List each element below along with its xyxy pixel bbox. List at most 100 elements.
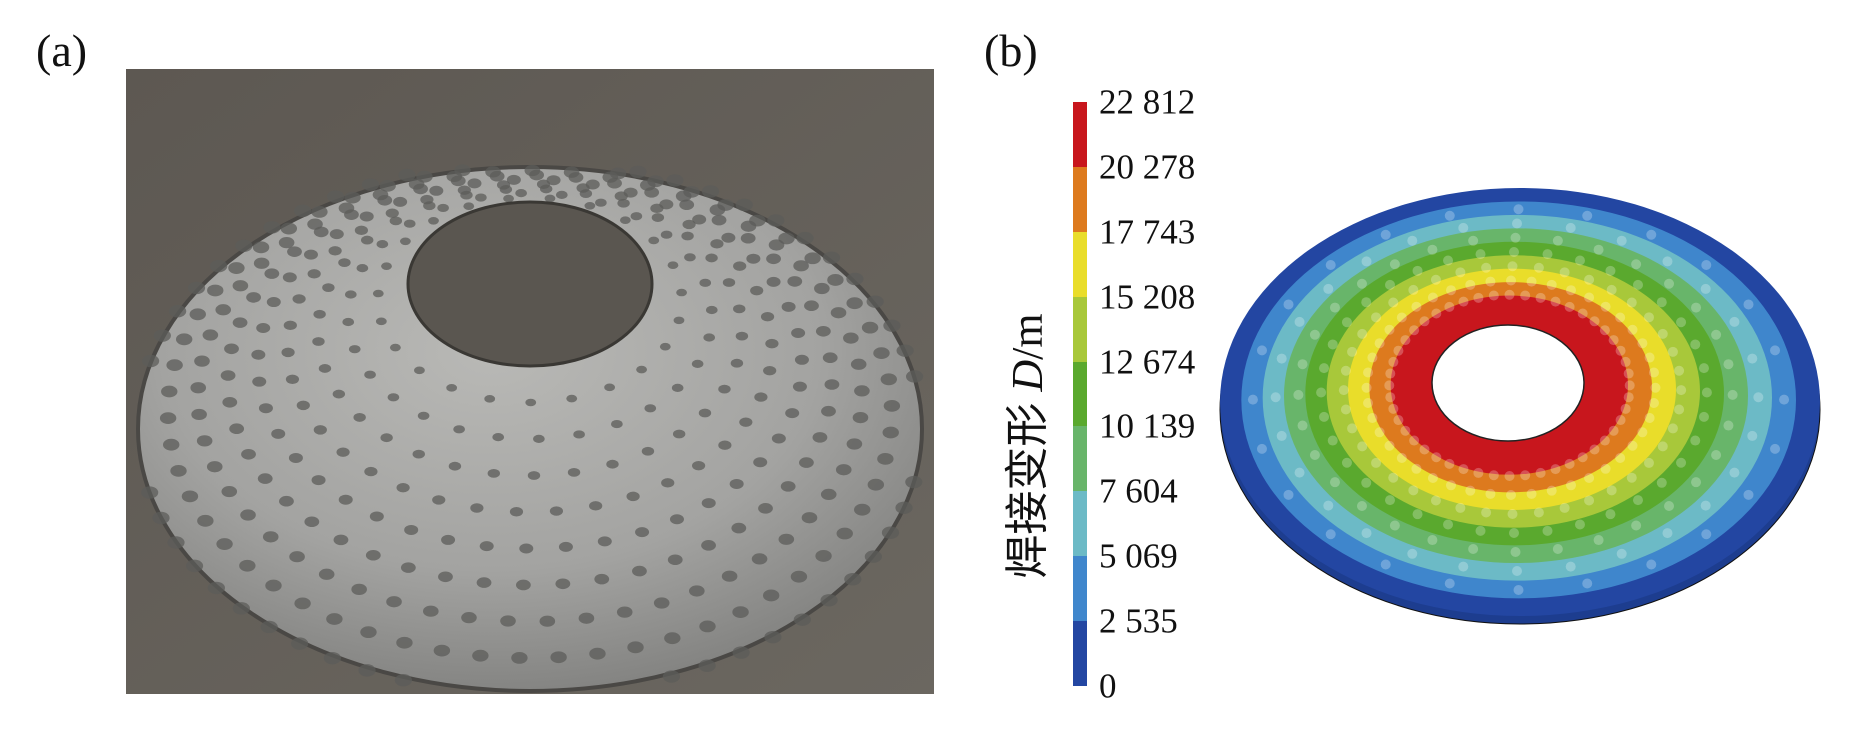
colorbar-band bbox=[1073, 426, 1087, 492]
dimple bbox=[882, 426, 899, 439]
dimple bbox=[262, 531, 279, 543]
colorbar-title-unit: /m bbox=[1003, 313, 1052, 360]
contour-bump bbox=[1443, 255, 1454, 266]
dimple bbox=[333, 534, 349, 546]
dimple bbox=[354, 225, 368, 236]
dimple bbox=[718, 440, 732, 450]
dimple bbox=[815, 550, 832, 562]
dimple bbox=[881, 526, 900, 539]
dimple bbox=[278, 237, 295, 249]
contour-bump bbox=[1615, 345, 1626, 356]
contour-bump bbox=[1465, 279, 1476, 290]
dimple bbox=[721, 570, 738, 582]
dimple bbox=[288, 452, 303, 463]
contour-bump bbox=[1662, 528, 1673, 539]
dimple bbox=[253, 257, 270, 269]
dimple bbox=[780, 481, 796, 492]
dimple bbox=[376, 239, 389, 249]
dimple bbox=[472, 649, 489, 662]
contour-bump bbox=[1325, 260, 1336, 271]
contour-bump bbox=[1637, 427, 1648, 438]
contour-bump bbox=[1577, 452, 1588, 463]
contour-bump bbox=[1400, 335, 1411, 346]
dimple bbox=[735, 198, 753, 212]
dimple bbox=[260, 620, 278, 634]
dimple bbox=[185, 559, 204, 573]
dimple bbox=[251, 349, 266, 360]
dimple bbox=[905, 370, 924, 383]
contour-bump bbox=[1363, 367, 1374, 378]
dimple bbox=[585, 179, 600, 190]
dimple bbox=[475, 193, 487, 202]
contour-bump bbox=[1701, 529, 1712, 540]
dimple bbox=[629, 165, 647, 179]
contour-bump bbox=[1445, 480, 1456, 491]
dimple bbox=[232, 317, 248, 328]
dimple bbox=[283, 320, 297, 331]
contour-bump bbox=[1770, 443, 1781, 454]
dimple bbox=[664, 632, 681, 645]
dimple bbox=[659, 342, 671, 351]
dimple bbox=[644, 404, 657, 413]
dimple bbox=[616, 606, 633, 618]
dimple bbox=[711, 214, 727, 226]
dimple bbox=[280, 222, 298, 235]
contour-bump bbox=[1341, 317, 1352, 328]
dimple bbox=[830, 307, 847, 319]
dimple bbox=[175, 333, 193, 346]
colorbar bbox=[1073, 102, 1087, 687]
dimple bbox=[163, 438, 180, 451]
contour-bump bbox=[1475, 525, 1486, 536]
dimple bbox=[241, 448, 256, 460]
dimple bbox=[271, 428, 286, 439]
dimple bbox=[589, 501, 603, 511]
contour-bump bbox=[1385, 368, 1396, 379]
dimple bbox=[359, 211, 374, 222]
dimple bbox=[263, 221, 281, 234]
dimple bbox=[732, 646, 750, 659]
contour-bump bbox=[1589, 316, 1600, 327]
dimple bbox=[161, 385, 178, 398]
dimple bbox=[544, 194, 556, 203]
dimple bbox=[536, 179, 551, 189]
dimple bbox=[400, 562, 416, 573]
dimple bbox=[703, 333, 716, 342]
contour-bump bbox=[1584, 472, 1595, 483]
dimple bbox=[762, 589, 780, 602]
contour-bump bbox=[1411, 301, 1422, 312]
dimple bbox=[733, 304, 746, 314]
contour-bump bbox=[1589, 444, 1600, 455]
dimple bbox=[814, 282, 830, 295]
contour-bump bbox=[1701, 260, 1712, 271]
contour-bump bbox=[1648, 398, 1659, 409]
dimple bbox=[396, 636, 413, 649]
dimple bbox=[732, 606, 749, 619]
dimple bbox=[336, 447, 350, 457]
dimple bbox=[264, 268, 280, 279]
contour-bump bbox=[1473, 467, 1484, 478]
dimple bbox=[232, 280, 249, 292]
dimple bbox=[699, 278, 712, 287]
dimple bbox=[729, 478, 744, 489]
contour-bump bbox=[1445, 285, 1456, 296]
dimple bbox=[733, 261, 747, 271]
dimple bbox=[792, 381, 807, 392]
contour-bump bbox=[1327, 435, 1338, 446]
dimple bbox=[429, 185, 444, 196]
contour-bump bbox=[1488, 470, 1499, 481]
contour-bump bbox=[1606, 485, 1617, 496]
contour-bump bbox=[1363, 398, 1374, 409]
contour-bump bbox=[1520, 290, 1531, 301]
contour-bump bbox=[1380, 559, 1391, 570]
dimple bbox=[623, 187, 638, 198]
contour-bump bbox=[1427, 535, 1438, 546]
contour-bump bbox=[1520, 470, 1531, 481]
dimple bbox=[751, 553, 768, 565]
dimple bbox=[285, 374, 300, 385]
dimple bbox=[159, 412, 177, 425]
dimple bbox=[766, 276, 781, 287]
dimple bbox=[604, 383, 616, 392]
dimple bbox=[318, 568, 335, 580]
contour-bump bbox=[1341, 457, 1352, 468]
contour-bump bbox=[1393, 345, 1404, 356]
